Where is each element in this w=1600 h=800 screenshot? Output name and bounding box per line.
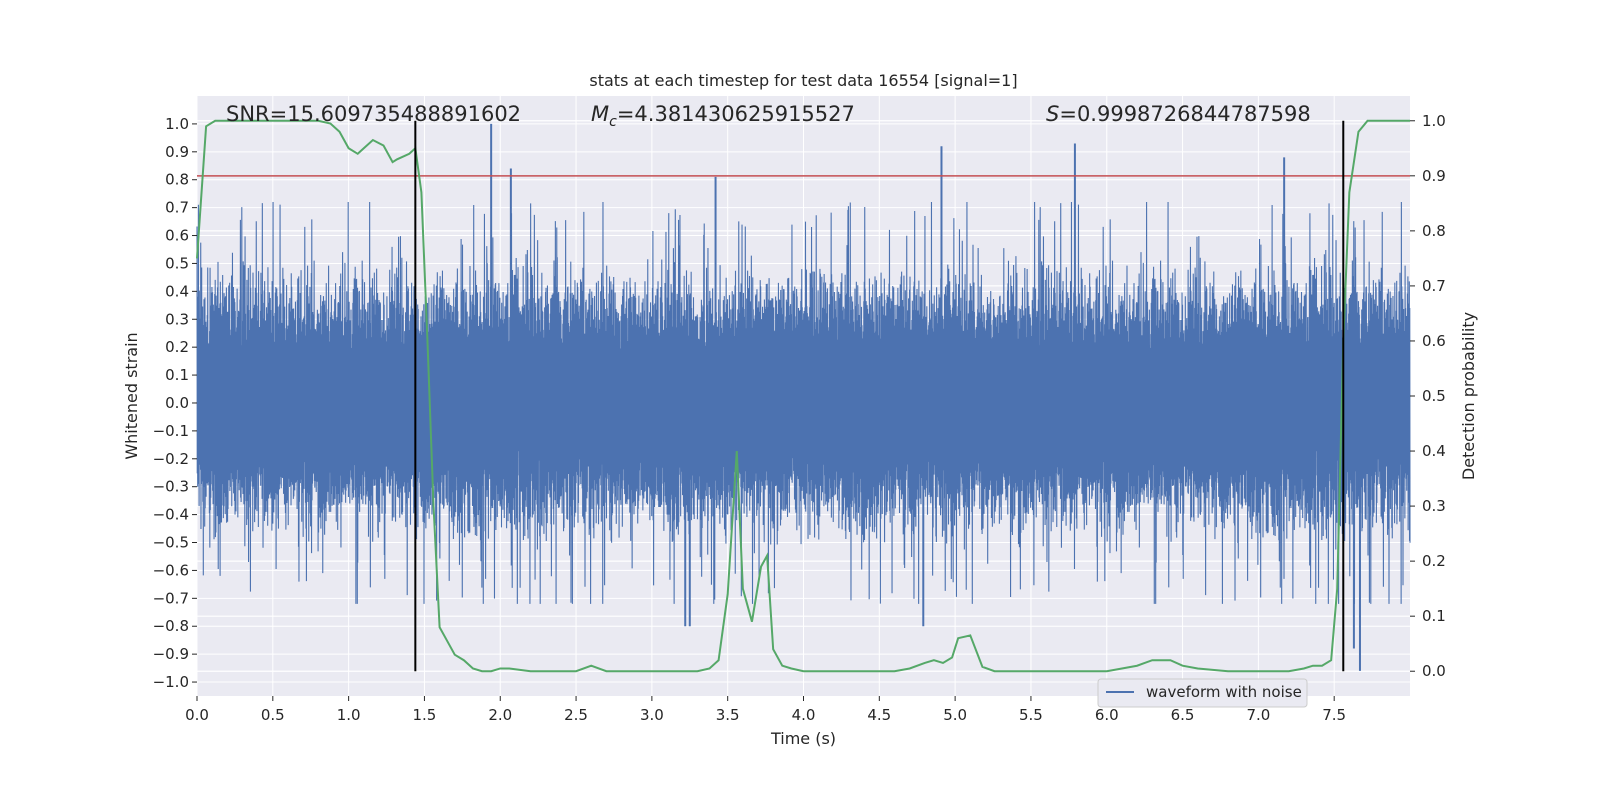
waveform-line [196, 202, 1411, 604]
y-tick-label: 0.2 [165, 338, 189, 356]
x-tick-label: 0.0 [185, 706, 209, 724]
y-tick-label: −0.5 [153, 534, 189, 552]
y-tick-label: 0.4 [165, 282, 189, 300]
y2-tick-label: 0.4 [1422, 442, 1446, 460]
x-tick-label: 4.5 [867, 706, 891, 724]
y-tick-label: −0.3 [153, 478, 189, 496]
chart-title: stats at each timestep for test data 165… [589, 71, 1017, 90]
y2-tick-label: 0.1 [1422, 607, 1446, 625]
x-tick-label: 2.5 [564, 706, 588, 724]
chirp-mass-annotation: Mc=4.381430625915527 [591, 102, 855, 130]
legend-entry-waveform: waveform with noise [1146, 683, 1302, 701]
y-tick-label: 0.5 [165, 254, 189, 272]
snr-annotation: SNR=15.609735488891602 [226, 102, 521, 126]
x-tick-label: 0.5 [261, 706, 285, 724]
waveform-series [196, 123, 1411, 671]
y2-tick-label: 0.2 [1422, 552, 1446, 570]
probability-line [196, 119, 1410, 673]
y-tick-label: 0.0 [165, 394, 189, 412]
x-tick-label: 1.0 [337, 706, 361, 724]
statistic-value: =0.9998726844787598 [1059, 102, 1310, 126]
x-tick-label: 6.0 [1095, 706, 1119, 724]
x-tick-label: 1.5 [413, 706, 437, 724]
y2-tick-label: 1.0 [1422, 112, 1446, 130]
statistic-annotation: S=0.9998726844787598 [1046, 102, 1311, 126]
statistic-symbol: S [1046, 102, 1059, 126]
x-axis-label: Time (s) [770, 729, 836, 748]
y2-tick-label: 0.9 [1422, 167, 1446, 185]
vertical-markers [414, 120, 1345, 672]
chirp-mass-value: =4.381430625915527 [617, 102, 855, 126]
x-tick-label: 6.5 [1171, 706, 1195, 724]
y-tick-label: 0.3 [165, 310, 189, 328]
y-tick-label: 0.6 [165, 227, 189, 245]
x-tick-label: 2.0 [488, 706, 512, 724]
chirp-mass-subscript: c [609, 114, 617, 130]
x-tick-label: 5.5 [1019, 706, 1043, 724]
y-tick-label: −0.9 [153, 645, 189, 663]
x-tick-label: 7.0 [1246, 706, 1270, 724]
y2-tick-label: 0.5 [1422, 387, 1446, 405]
x-tick-label: 5.0 [943, 706, 967, 724]
y-axis-label: Whitened strain [122, 332, 141, 459]
y-tick-label: −0.6 [153, 561, 189, 579]
y2-tick-label: 0.0 [1422, 662, 1446, 680]
x-tick-label: 4.0 [792, 706, 816, 724]
legend-box [1097, 678, 1308, 708]
y-tick-label: 0.8 [165, 171, 189, 189]
y-tick-label: 0.1 [165, 366, 189, 384]
x-tick-label: 7.5 [1322, 706, 1346, 724]
y2-tick-label: 0.8 [1422, 222, 1446, 240]
y2-tick-label: 0.3 [1422, 497, 1446, 515]
y-tick-label: −0.7 [153, 589, 189, 607]
y2-axis-label: Detection probability [1459, 312, 1478, 480]
y-tick-label: −0.2 [153, 450, 189, 468]
x-tick-label: 3.5 [716, 706, 740, 724]
legend: waveform with noise [1097, 678, 1308, 708]
chirp-mass-symbol: M [591, 102, 609, 126]
y-tick-label: −0.4 [153, 506, 189, 524]
axes: 0.0 0.5 1.0 1.5 2.0 2.5 3.0 3.5 4.0 4.5 5.0 5.5 6.0 6… [153, 112, 1446, 724]
y-tick-label: 0.7 [165, 199, 189, 217]
y-tick-label: −1.0 [153, 673, 189, 691]
y2-tick-label: 0.6 [1422, 332, 1446, 350]
x-tick-label: 3.0 [640, 706, 664, 724]
y-tick-label: 1.0 [165, 115, 189, 133]
y-tick-label: −0.8 [153, 617, 189, 635]
probability-series [196, 119, 1410, 673]
y-tick-label: 0.9 [165, 143, 189, 161]
y-tick-label: −0.1 [153, 422, 189, 440]
y2-tick-label: 0.7 [1422, 277, 1446, 295]
